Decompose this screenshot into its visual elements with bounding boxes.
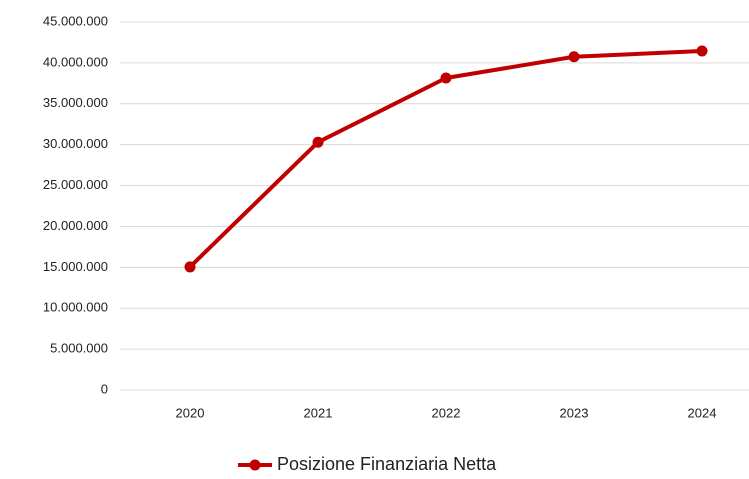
y-tick-label: 25.000.000 bbox=[43, 177, 108, 192]
data-point bbox=[184, 261, 196, 273]
data-point bbox=[696, 45, 708, 57]
y-tick-label: 40.000.000 bbox=[43, 54, 108, 69]
x-tick-label: 2020 bbox=[176, 405, 205, 420]
data-point bbox=[440, 72, 452, 84]
y-tick-label: 15.000.000 bbox=[43, 259, 108, 274]
x-tick-label: 2023 bbox=[560, 405, 589, 420]
y-tick-label: 10.000.000 bbox=[43, 300, 108, 315]
x-tick-label: 2022 bbox=[432, 405, 461, 420]
legend-marker bbox=[249, 459, 261, 471]
y-tick-label: 45.000.000 bbox=[43, 13, 108, 28]
legend-label: Posizione Finanziaria Netta bbox=[277, 454, 497, 474]
y-tick-label: 35.000.000 bbox=[43, 95, 108, 110]
y-tick-label: 30.000.000 bbox=[43, 136, 108, 151]
x-tick-label: 2021 bbox=[304, 405, 333, 420]
x-tick-label: 2024 bbox=[688, 405, 717, 420]
y-tick-label: 0 bbox=[101, 381, 108, 396]
data-point bbox=[568, 51, 580, 63]
y-tick-label: 20.000.000 bbox=[43, 218, 108, 233]
data-point bbox=[312, 136, 324, 148]
y-tick-label: 5.000.000 bbox=[50, 341, 108, 356]
